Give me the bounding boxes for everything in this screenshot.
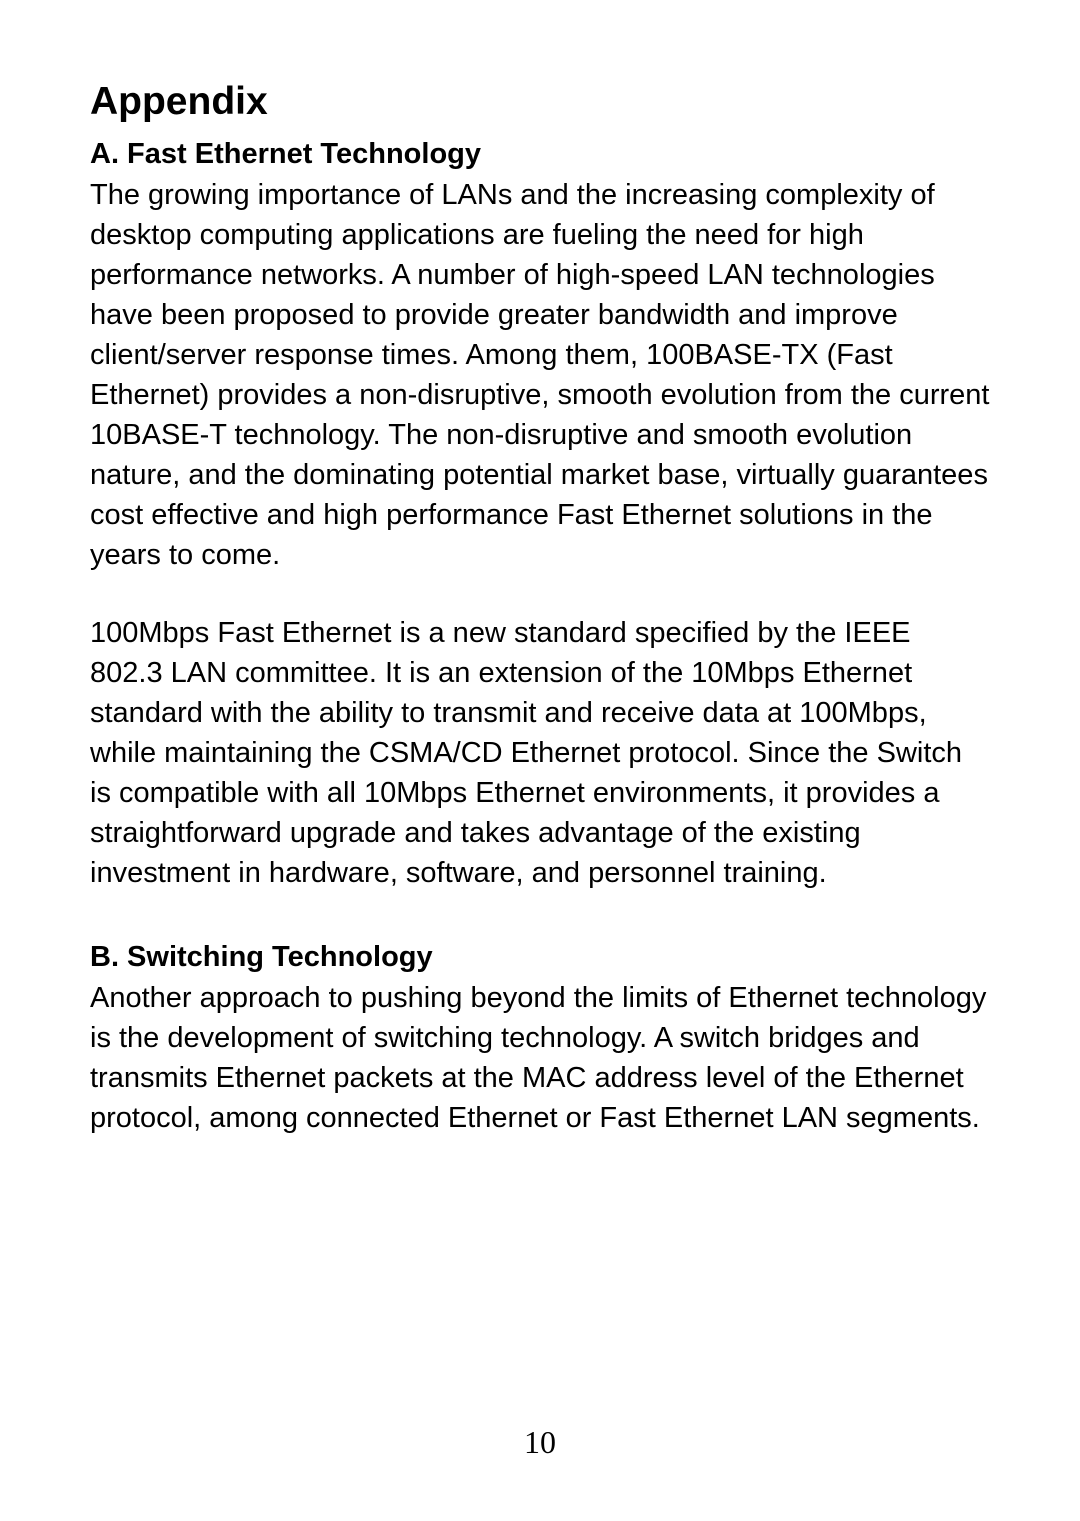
section-a-heading: A. Fast Ethernet Technology [90,138,990,171]
section-a-para-2: 100Mbps Fast Ethernet is a new standard … [90,613,990,893]
page-number: 10 [0,1424,1080,1461]
section-b-para-1: Another approach to pushing beyond the l… [90,978,990,1138]
section-b-heading: B. Switching Technology [90,941,990,974]
section-a-para-1: The growing importance of LANs and the i… [90,175,990,575]
page-title: Appendix [90,80,990,124]
